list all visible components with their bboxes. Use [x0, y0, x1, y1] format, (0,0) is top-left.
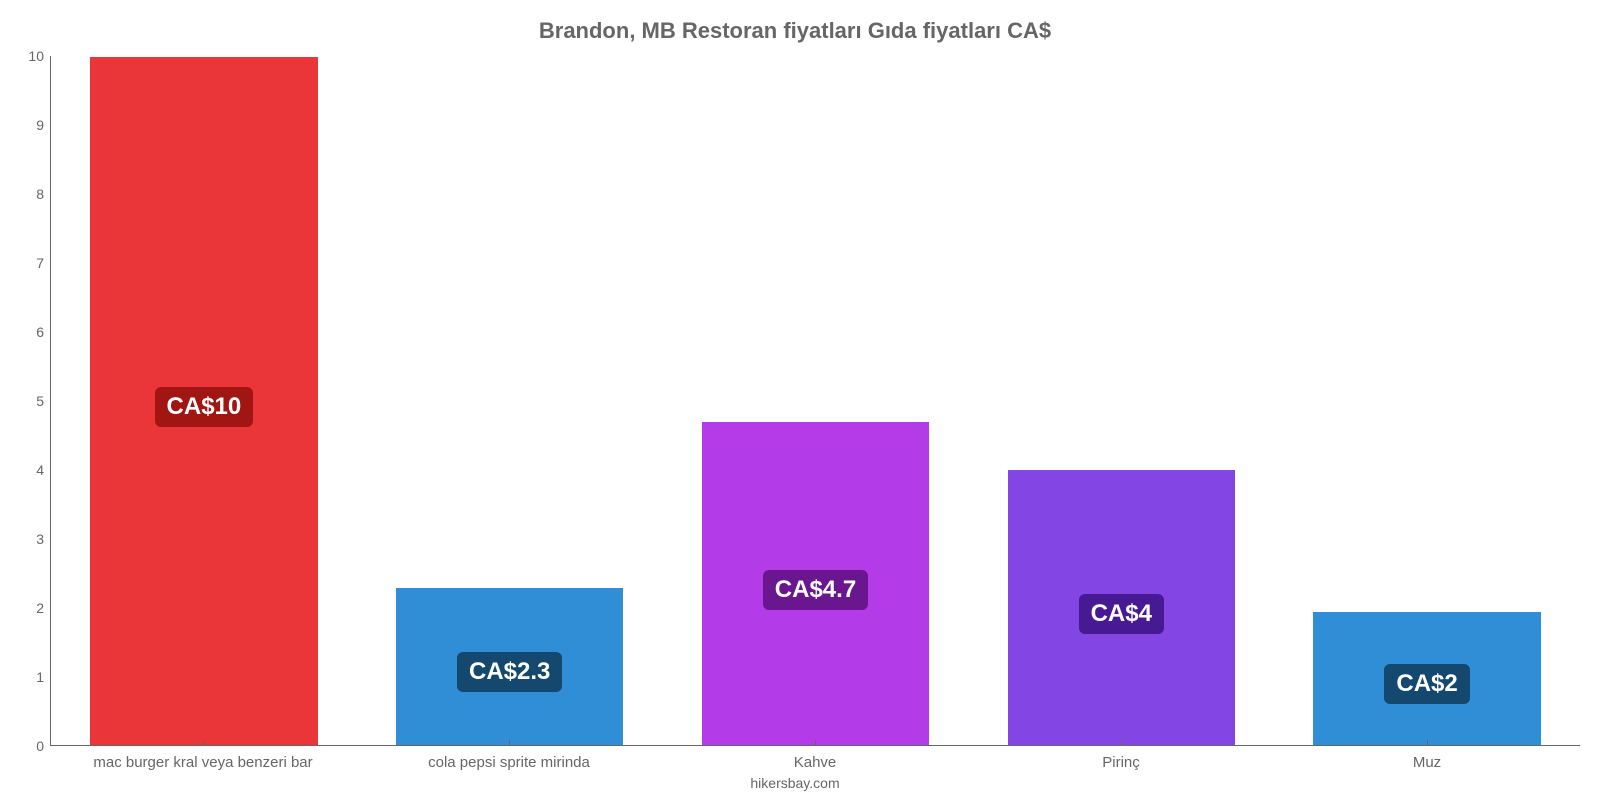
- bar-slot: CA$2.3: [357, 56, 663, 745]
- bars-container: CA$10 CA$2.3 CA$4.7 CA$4 CA$2: [51, 56, 1580, 745]
- bar-value-label: CA$2: [1384, 664, 1469, 704]
- bar-value-label: CA$10: [155, 387, 254, 427]
- bar: CA$10: [89, 56, 318, 745]
- bar-value-label: CA$4.7: [763, 570, 868, 610]
- bar: CA$4.7: [701, 421, 930, 745]
- y-tick: 2: [36, 600, 44, 616]
- bar: CA$2.3: [395, 587, 624, 745]
- y-tick: 3: [36, 531, 44, 547]
- y-tick: 10: [28, 48, 44, 64]
- x-tick: cola pepsi sprite mirinda: [356, 746, 662, 771]
- plot-area: CA$10 CA$2.3 CA$4.7 CA$4 CA$2: [50, 56, 1580, 746]
- chart-footer: hikersbay.com: [10, 775, 1580, 791]
- price-bar-chart: Brandon, MB Restoran fiyatları Gıda fiya…: [0, 0, 1600, 800]
- x-tick: mac burger kral veya benzeri bar: [50, 746, 356, 771]
- bar-value-label: CA$4: [1079, 594, 1164, 634]
- y-tick: 4: [36, 462, 44, 478]
- bar-slot: CA$10: [51, 56, 357, 745]
- chart-title: Brandon, MB Restoran fiyatları Gıda fiya…: [10, 18, 1580, 44]
- x-tick: Muz: [1274, 746, 1580, 771]
- y-tick: 8: [36, 186, 44, 202]
- bar: CA$4: [1007, 469, 1236, 745]
- bar-slot: CA$4.7: [663, 56, 969, 745]
- x-tick: Pirinç: [968, 746, 1274, 771]
- y-tick: 0: [36, 738, 44, 754]
- y-tick: 6: [36, 324, 44, 340]
- y-tick: 9: [36, 117, 44, 133]
- plot-row: 012345678910 CA$10CA$2.3CA$4.7CA$4CA$2: [10, 56, 1580, 746]
- bar: CA$2: [1312, 611, 1541, 745]
- bar-value-label: CA$2.3: [457, 652, 562, 692]
- x-axis: mac burger kral veya benzeri barcola pep…: [50, 746, 1580, 771]
- y-tick: 1: [36, 669, 44, 685]
- y-tick: 7: [36, 255, 44, 271]
- x-tick: Kahve: [662, 746, 968, 771]
- y-tick: 5: [36, 393, 44, 409]
- bar-slot: CA$4: [968, 56, 1274, 745]
- bar-slot: CA$2: [1274, 56, 1580, 745]
- y-axis: 012345678910: [10, 56, 50, 746]
